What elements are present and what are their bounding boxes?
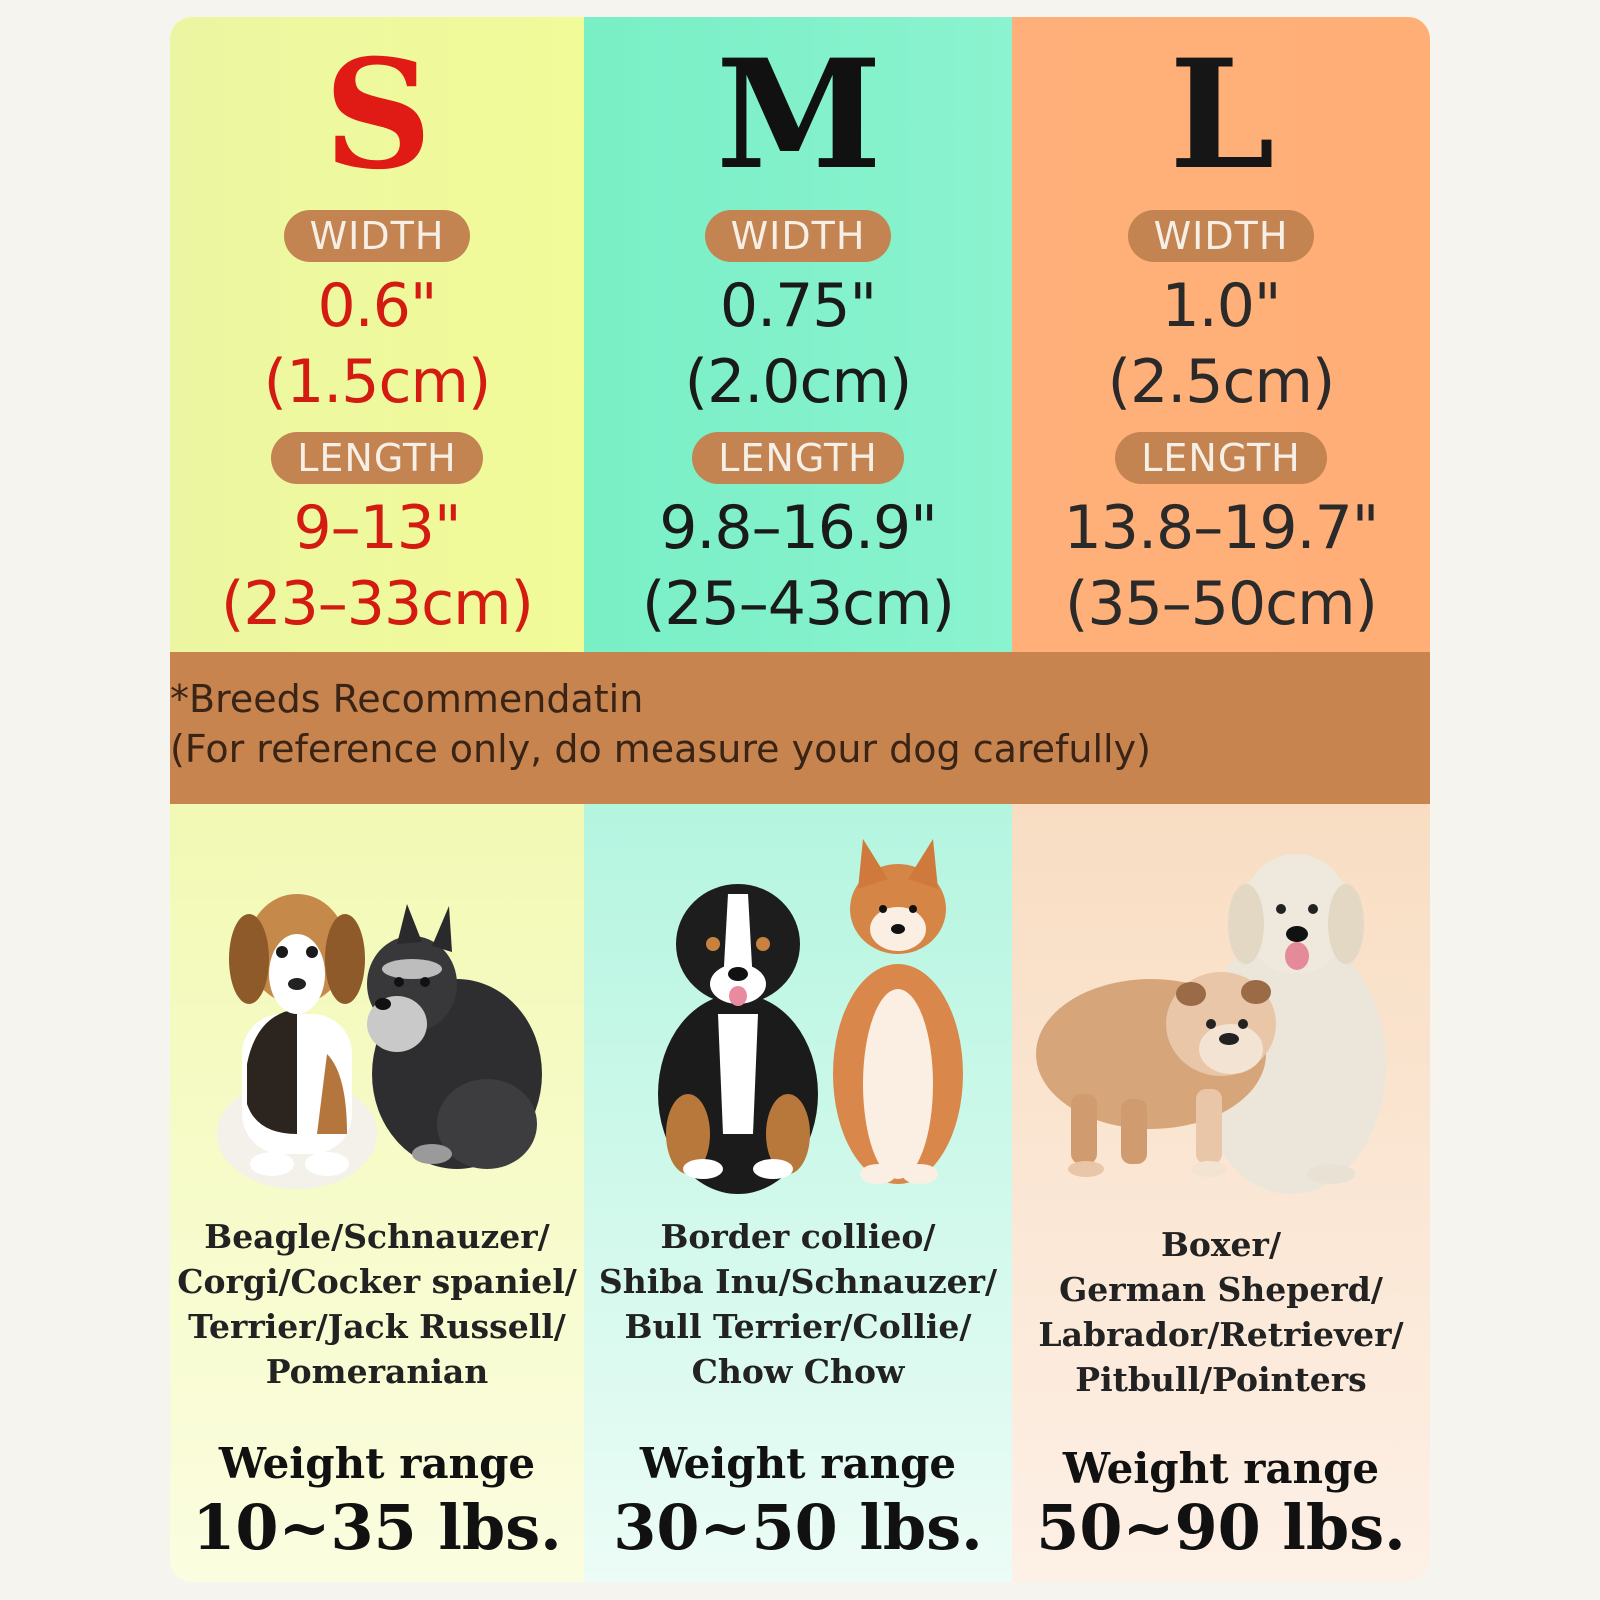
weight-range-label: Weight range bbox=[1062, 1444, 1380, 1493]
length-inches: 9–13" bbox=[293, 493, 461, 563]
width-label: WIDTH bbox=[283, 210, 471, 262]
size-l-column: L WIDTH 1.0" (2.5cm) LENGTH 13.8–19.7" (… bbox=[1012, 17, 1430, 652]
size-s-column: S WIDTH 0.6" (1.5cm) LENGTH 9–13" (23–33… bbox=[170, 17, 584, 652]
breed-list: Beagle/Schnauzer/ Corgi/Cocker spaniel/ … bbox=[170, 1214, 584, 1394]
breed-line: Pomeranian bbox=[265, 1352, 489, 1391]
width-label: WIDTH bbox=[704, 210, 892, 262]
width-cm: (1.5cm) bbox=[263, 347, 492, 417]
length-label: LENGTH bbox=[271, 432, 483, 484]
breeds-recommendation-band: *Breeds Recommendatin (For reference onl… bbox=[170, 652, 1430, 804]
breed-line: Boxer/ bbox=[1160, 1225, 1281, 1264]
breed-line: Border collieo/ bbox=[660, 1217, 936, 1256]
size-letter-l: L bbox=[1169, 27, 1274, 203]
size-s-breeds-panel: Beagle/Schnauzer/ Corgi/Cocker spaniel/ … bbox=[170, 804, 584, 1582]
length-inches: 9.8–16.9" bbox=[659, 493, 938, 563]
weight-range-label: Weight range bbox=[218, 1439, 536, 1488]
weight-range-value: 10~35 lbs. bbox=[192, 1491, 562, 1564]
breed-line: Terrier/Jack Russell/ bbox=[188, 1307, 566, 1346]
length-cm: (25–43cm) bbox=[642, 569, 955, 639]
bulldog-and-retriever-photo bbox=[1036, 854, 1386, 1194]
length-inches: 13.8–19.7" bbox=[1063, 493, 1380, 563]
size-letter-m: M bbox=[715, 27, 882, 203]
size-letter-s: S bbox=[323, 27, 432, 203]
size-m-column: M WIDTH 0.75" (2.0cm) LENGTH 9.8–16.9" (… bbox=[584, 17, 1012, 652]
breed-line: Shiba Inu/Schnauzer/ bbox=[598, 1262, 998, 1301]
size-m-breeds-panel: Border collieo/ Shiba Inu/Schnauzer/ Bul… bbox=[584, 804, 1012, 1582]
width-cm: (2.5cm) bbox=[1107, 347, 1336, 417]
width-inches: 0.6" bbox=[317, 271, 437, 341]
breed-line: Labrador/Retriever/ bbox=[1038, 1315, 1404, 1354]
breed-line: Pitbull/Pointers bbox=[1075, 1360, 1367, 1399]
weight-range-value: 30~50 lbs. bbox=[613, 1491, 983, 1564]
length-cm: (35–50cm) bbox=[1065, 569, 1378, 639]
breed-line: Corgi/Cocker spaniel/ bbox=[177, 1262, 577, 1301]
breeds-note-disclaimer: (For reference only, do measure your dog… bbox=[170, 727, 1151, 771]
weight-range-label: Weight range bbox=[639, 1439, 957, 1488]
breeds-note-title: *Breeds Recommendatin bbox=[170, 677, 644, 721]
bernese-and-shiba-photo bbox=[658, 839, 963, 1194]
breed-list: Border collieo/ Shiba Inu/Schnauzer/ Bul… bbox=[584, 1214, 1012, 1394]
width-inches: 0.75" bbox=[719, 271, 877, 341]
breed-line: German Sheperd/ bbox=[1059, 1270, 1383, 1309]
size-l-breeds-panel: Boxer/ German Sheperd/ Labrador/Retrieve… bbox=[1012, 804, 1430, 1582]
width-label: WIDTH bbox=[1127, 210, 1315, 262]
breed-list: Boxer/ German Sheperd/ Labrador/Retrieve… bbox=[1012, 1222, 1430, 1402]
length-cm: (23–33cm) bbox=[221, 569, 534, 639]
width-inches: 1.0" bbox=[1161, 271, 1281, 341]
length-label: LENGTH bbox=[692, 432, 904, 484]
width-cm: (2.0cm) bbox=[684, 347, 913, 417]
size-chart-card: S WIDTH 0.6" (1.5cm) LENGTH 9–13" (23–33… bbox=[170, 17, 1430, 1582]
length-label: LENGTH bbox=[1115, 432, 1327, 484]
breed-line: Chow Chow bbox=[691, 1352, 905, 1391]
breed-line: Beagle/Schnauzer/ bbox=[204, 1217, 550, 1256]
beagle-and-schnauzer-photo bbox=[217, 894, 542, 1189]
breed-line: Bull Terrier/Collie/ bbox=[624, 1307, 972, 1346]
weight-range-value: 50~90 lbs. bbox=[1036, 1491, 1406, 1564]
